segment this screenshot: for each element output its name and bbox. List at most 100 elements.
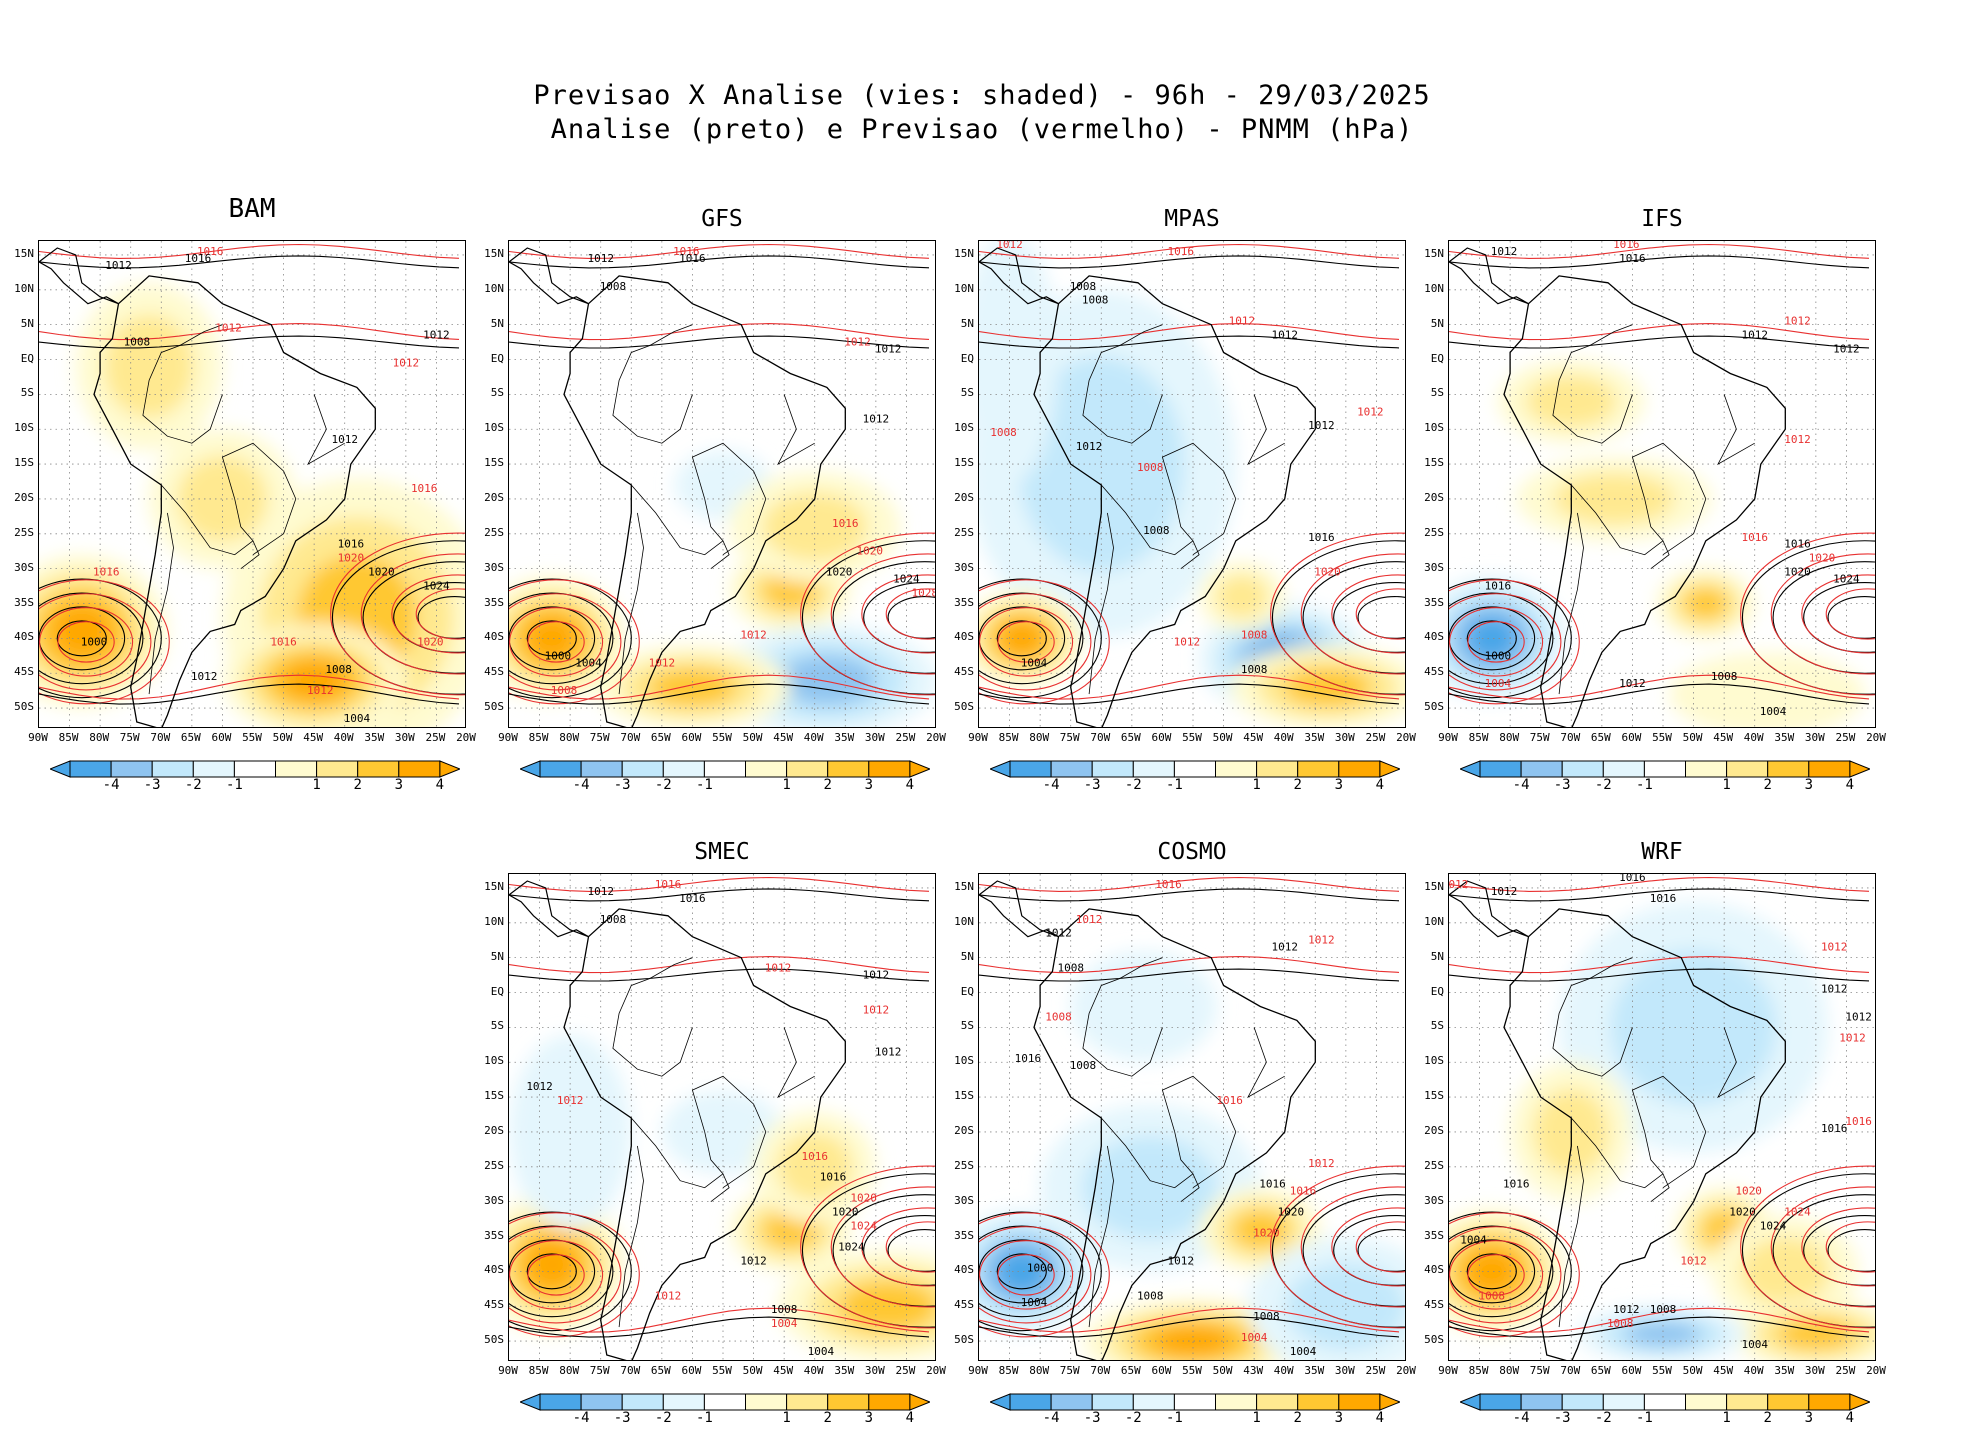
lon-tick-label: 65W [1590, 731, 1611, 744]
contour-line [1331, 1207, 1405, 1287]
colorbar-segment [621, 760, 664, 778]
contour-label: 1016 [1650, 892, 1677, 905]
lon-tick-label: 35W [1304, 731, 1325, 744]
contour-label: 1016 [185, 252, 212, 265]
contour-line [979, 579, 1110, 705]
map-frame: 1016 1012 1016 1008 1012 1012 1012 1012 1012 1012… [508, 873, 936, 1361]
contour-label: 1012 [1784, 315, 1811, 328]
contour-label: 1016 [1619, 252, 1646, 265]
contour-label: 1016 [197, 245, 224, 258]
lat-tick-label: EQ [490, 351, 504, 365]
lat-tick-label: 5N [20, 316, 34, 330]
colorbar-label: 1 [1252, 1410, 1261, 1426]
colorbar-segment [539, 1393, 582, 1411]
bias-blob [762, 492, 868, 562]
contour-label: 1016 [1216, 1094, 1243, 1107]
contour-line [861, 574, 935, 654]
lon-tick-label: 70W [1560, 1364, 1581, 1377]
contour-line [362, 561, 465, 674]
colorbar-label: -3 [1083, 1410, 1101, 1426]
colorbar-arrow-right [1379, 760, 1402, 778]
colorbar-segment [1520, 760, 1563, 778]
map-frame: 1012 1016 1016 1012 1012 1012 1012 1016 1016 1020… [1448, 240, 1876, 728]
contour-line [1449, 1239, 1536, 1304]
contour-label: 1020 [832, 1206, 859, 1219]
colorbar-segment [357, 760, 400, 778]
contour-label: 1004 [1021, 656, 1048, 669]
contour-line [391, 574, 465, 654]
contour-line [1357, 596, 1405, 639]
colorbar-segment [703, 1393, 746, 1411]
contour-label: 1012 [1271, 329, 1298, 342]
lat-tick-label: 25S [484, 525, 504, 539]
bias-blob [1154, 1326, 1232, 1356]
lat-tick-label: 30S [954, 560, 974, 574]
colorbar-segment [110, 760, 153, 778]
contour-label: 1012 [1174, 635, 1201, 648]
colorbar-label: 3 [1334, 777, 1344, 793]
panel-wrf: WRF1016101210121016101210121012101210161… [1424, 839, 1886, 1433]
colorbar-label: 3 [394, 777, 404, 793]
contour-line [1449, 243, 1870, 259]
lat-tick-label: 5N [490, 316, 504, 330]
contour-label: 1012 [996, 241, 1023, 251]
lat-tick-label: EQ [960, 351, 974, 365]
colorbar: -4 -3 -2 -1 1 2 3 4 [988, 760, 1402, 793]
lon-tick-label: 40W [803, 731, 824, 744]
contour-line [979, 956, 1400, 974]
lat-tick-label: 5S [1430, 386, 1444, 400]
contour-label: 1016 [1168, 245, 1195, 258]
colorbar-label: -3 [143, 777, 161, 793]
contour-label: 1008 [1137, 461, 1164, 474]
colorbar-label: 3 [1804, 1410, 1814, 1426]
colorbar-arrow-right [439, 760, 462, 778]
colorbar-label: -1 [1635, 777, 1653, 793]
colorbar-segment [1050, 760, 1093, 778]
lat-tick-label: 35S [954, 1228, 974, 1242]
colorbar-arrow-right [1379, 1393, 1402, 1411]
colorbar-label: 1 [782, 1410, 791, 1426]
contour-line [885, 588, 935, 640]
colorbar-segment [1520, 1393, 1563, 1411]
contour-label: 1016 [411, 482, 438, 495]
lat-tick-label: 5S [960, 386, 974, 400]
colorbar: -4 -3 -2 -1 1 2 3 4 [518, 1393, 932, 1426]
contour-label: 1016 [1259, 1178, 1286, 1191]
colorbar-segment [662, 760, 705, 778]
figure-title-line2: Analise (preto) e Previsao (vermelho) - … [550, 114, 1414, 145]
country-border [1570, 484, 1664, 556]
colorbar-label: 3 [1804, 777, 1814, 793]
coastline-central-america [509, 880, 589, 938]
colorbar-arrow-left [518, 1393, 541, 1411]
lon-tick-label: 85W [1468, 731, 1489, 744]
lat-tick-label: 40S [14, 630, 34, 644]
country-border [1082, 324, 1163, 444]
lat-tick-label: 25S [1424, 525, 1444, 539]
contour-line [39, 255, 460, 269]
colorbar-svg [518, 760, 932, 778]
lon-tick-label: 30W [1804, 731, 1825, 744]
colorbar-segment [1767, 760, 1810, 778]
contour-label: 1016 [1845, 1115, 1872, 1128]
contour-label: 1024 [1784, 1206, 1811, 1219]
lat-tick-label: 15N [14, 246, 34, 260]
lon-tick-label: 55W [242, 731, 262, 744]
lat-tick-label: 10N [14, 281, 34, 295]
lat-tick-label: 25S [484, 1158, 504, 1172]
contour-label: 1012 [1821, 941, 1848, 954]
colorbar-label: 3 [864, 1410, 874, 1426]
lat-tick-label: 10S [1424, 421, 1444, 435]
contour-line [1271, 540, 1405, 695]
coastline-south-america [1503, 908, 1786, 1360]
lat-tick-label: 15S [954, 1089, 974, 1103]
contour-label: 1012 [1619, 677, 1646, 690]
lat-tick-label: 40S [954, 630, 974, 644]
lat-tick-label: 40S [1424, 1263, 1444, 1277]
lat-tick-label: 10S [1424, 1054, 1444, 1068]
panel-title: BAM [228, 194, 276, 224]
contour-line [1449, 1212, 1580, 1338]
contour-label: 1012 [1680, 1254, 1707, 1267]
contour-label: 1020 [1735, 1185, 1762, 1198]
colorbar-label: -4 [1042, 1410, 1060, 1426]
contour-label: 1028 [912, 587, 936, 600]
